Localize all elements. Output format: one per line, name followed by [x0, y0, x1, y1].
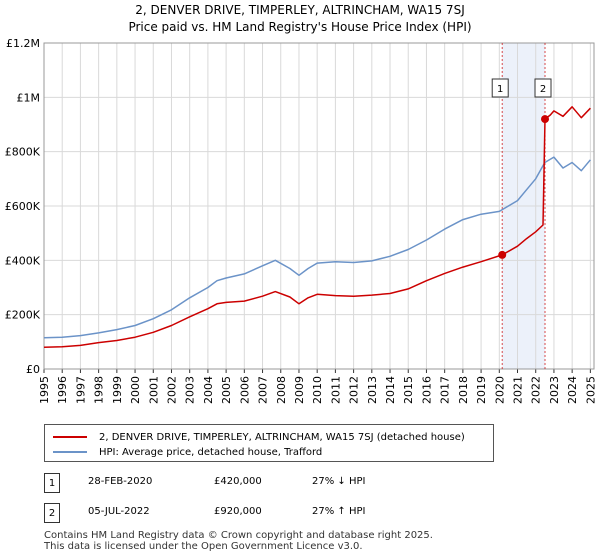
sale-date: 28-FEB-2020 [88, 476, 153, 487]
sale-point [498, 250, 507, 259]
x-tick-label: 2025 [584, 376, 597, 404]
x-tick-label: 2003 [184, 376, 197, 404]
x-tick-label: 2014 [384, 376, 397, 404]
sale-date: 05-JUL-2022 [88, 506, 150, 517]
x-tick-label: 2005 [220, 376, 233, 404]
x-tick-label: 1996 [56, 376, 69, 404]
sale-label-box [491, 78, 509, 98]
x-tick-label: 1997 [74, 376, 87, 404]
x-tick-label: 1998 [93, 376, 106, 404]
y-tick-label: £1M [17, 91, 41, 104]
legend-swatch-property [53, 436, 87, 438]
sale-point [541, 115, 550, 124]
x-tick-label: 2022 [530, 376, 543, 404]
y-tick-label: £200K [5, 309, 41, 322]
plot-frame [43, 42, 595, 370]
price-chart: 2, DENVER DRIVE, TIMPERLEY, ALTRINCHAM, … [5, 3, 598, 404]
x-tick-label: 2010 [311, 376, 324, 404]
x-tick-label: 2007 [257, 376, 270, 404]
sale-badge: 1 [44, 473, 60, 493]
sale-price: £920,000 [214, 506, 262, 517]
sale-hpi-change: 27% ↑ HPI [312, 506, 366, 517]
y-tick-label: £400K [5, 254, 41, 267]
x-tick-label: 2021 [512, 376, 525, 404]
sale-badge: 2 [44, 503, 60, 523]
x-tick-label: 2024 [566, 376, 579, 404]
chart-subtitle: Price paid vs. HM Land Registry's House … [128, 20, 471, 34]
x-tick-label: 2013 [366, 376, 379, 404]
x-tick-label: 2000 [129, 376, 142, 404]
sale-price: £420,000 [214, 476, 262, 487]
x-tick-label: 2017 [439, 376, 452, 404]
x-tick-label: 2015 [402, 376, 415, 404]
legend-label-property: 2, DENVER DRIVE, TIMPERLEY, ALTRINCHAM, … [99, 431, 465, 443]
x-tick-label: 2019 [475, 376, 488, 404]
legend-item-property: 2, DENVER DRIVE, TIMPERLEY, ALTRINCHAM, … [53, 429, 465, 445]
x-tick-label: 2004 [202, 376, 215, 404]
legend-item-hpi: HPI: Average price, detached house, Traf… [53, 444, 322, 460]
x-tick-label: 2008 [275, 376, 288, 404]
x-tick-label: 2001 [147, 376, 160, 404]
hpi-series-line [43, 156, 591, 339]
chart-title: 2, DENVER DRIVE, TIMPERLEY, ALTRINCHAM, … [135, 3, 464, 17]
sale-label-text: 1 [497, 84, 503, 95]
x-tick-label: 2006 [238, 376, 251, 404]
footer-line-1: Contains HM Land Registry data © Crown c… [44, 530, 433, 541]
x-tick-label: 2018 [457, 376, 470, 404]
sale-hpi-change: 27% ↓ HPI [312, 476, 366, 487]
property-series-line [43, 106, 591, 349]
y-tick-label: £800K [5, 146, 41, 159]
x-tick-label: 2016 [420, 376, 433, 404]
sale-label-text: 2 [540, 84, 546, 95]
footer-line-2: This data is licensed under the Open Gov… [44, 541, 363, 552]
x-tick-label: 1999 [111, 376, 124, 404]
x-tick-label: 2009 [293, 376, 306, 404]
x-tick-label: 1995 [38, 376, 51, 404]
sale-label-box [534, 78, 552, 98]
x-tick-label: 2011 [329, 376, 342, 404]
y-tick-label: £600K [5, 200, 41, 213]
x-tick-label: 2020 [493, 376, 506, 404]
x-tick-label: 2002 [165, 376, 178, 404]
y-tick-label: £0 [26, 363, 40, 376]
legend-swatch-hpi [53, 451, 87, 453]
chart-legend: 2, DENVER DRIVE, TIMPERLEY, ALTRINCHAM, … [44, 424, 494, 462]
y-tick-label: £1.2M [6, 37, 40, 50]
x-tick-label: 2012 [348, 376, 361, 404]
x-tick-label: 2023 [548, 376, 561, 404]
legend-label-hpi: HPI: Average price, detached house, Traf… [99, 446, 323, 458]
footer-attribution: Contains HM Land Registry data © Crown c… [44, 530, 564, 552]
